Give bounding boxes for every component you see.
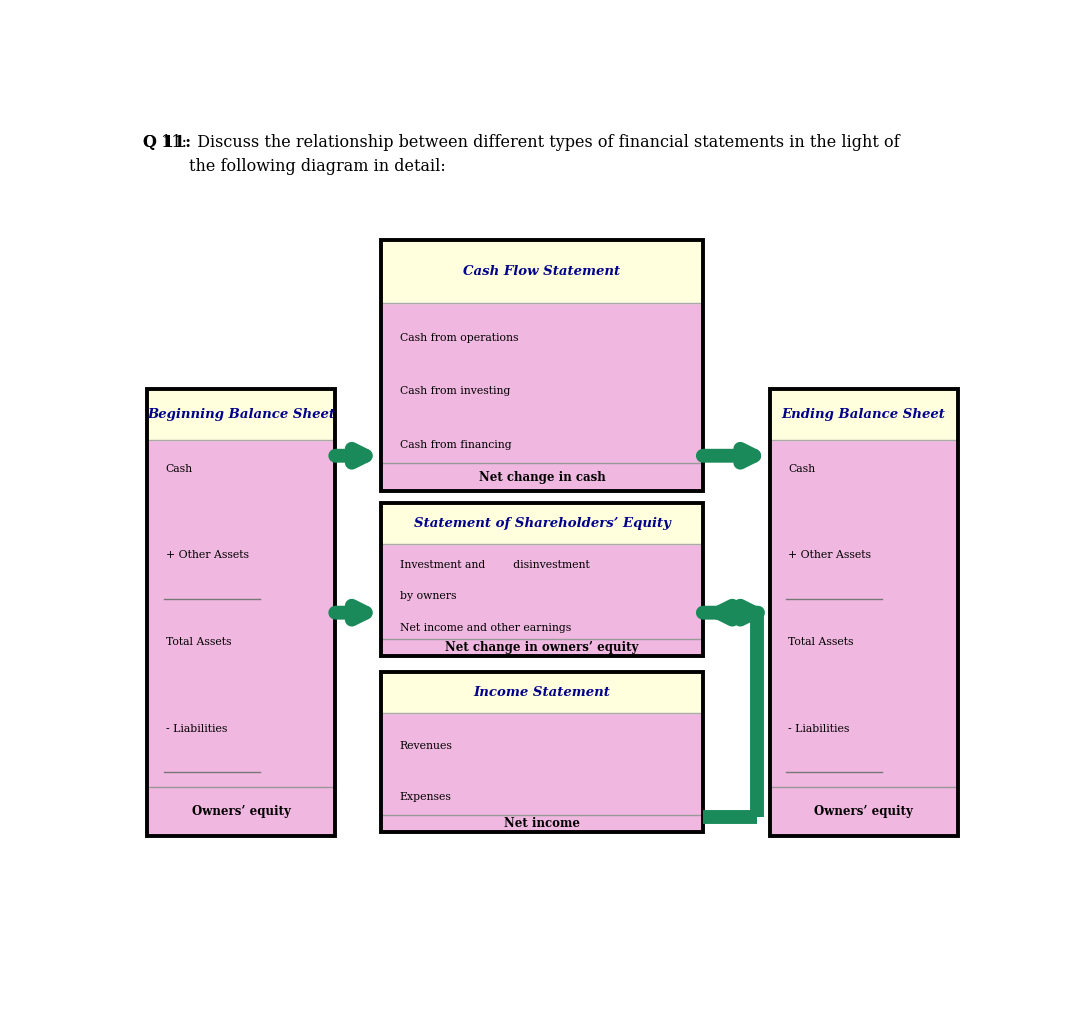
Text: + Other Assets: + Other Assets xyxy=(166,550,249,560)
Text: Cash from financing: Cash from financing xyxy=(400,439,511,449)
Bar xyxy=(382,240,703,491)
Text: Investment and        disinvestment: Investment and disinvestment xyxy=(400,559,590,570)
Text: + Other Assets: + Other Assets xyxy=(788,550,871,560)
Text: Net income: Net income xyxy=(505,817,580,830)
Text: Beginning Balance Sheet: Beginning Balance Sheet xyxy=(148,409,335,421)
Text: Q 11:  Discuss the relationship between different types of financial statements : Q 11: Discuss the relationship between d… xyxy=(143,135,900,151)
Text: Cash from investing: Cash from investing xyxy=(400,386,510,396)
Bar xyxy=(148,389,335,837)
Text: Statement of Shareholders’ Equity: Statement of Shareholders’ Equity xyxy=(414,517,671,530)
Text: Net change in cash: Net change in cash xyxy=(479,471,606,484)
Bar xyxy=(770,389,957,837)
Bar xyxy=(148,389,335,837)
Bar xyxy=(382,672,703,833)
Bar xyxy=(382,502,703,656)
Bar xyxy=(382,239,703,303)
Bar xyxy=(382,502,703,656)
Bar xyxy=(382,240,703,491)
Text: Ending Balance Sheet: Ending Balance Sheet xyxy=(782,409,945,421)
Text: Cash Flow Statement: Cash Flow Statement xyxy=(464,265,621,278)
Text: Expenses: Expenses xyxy=(400,792,452,802)
Text: Q 11:: Q 11: xyxy=(143,135,191,151)
Bar xyxy=(770,389,957,440)
Text: Owners’ equity: Owners’ equity xyxy=(814,805,913,818)
Bar xyxy=(382,672,703,833)
Text: Total Assets: Total Assets xyxy=(788,637,854,647)
Text: Income Statement: Income Statement xyxy=(473,686,610,699)
Text: Cash: Cash xyxy=(788,464,815,474)
Text: - Liabilities: - Liabilities xyxy=(166,723,227,734)
Text: Net change in owners’ equity: Net change in owners’ equity xyxy=(445,641,639,654)
Text: - Liabilities: - Liabilities xyxy=(788,723,849,734)
Text: Revenues: Revenues xyxy=(400,741,453,751)
Text: Net income and other earnings: Net income and other earnings xyxy=(400,623,571,633)
Text: Owners’ equity: Owners’ equity xyxy=(192,805,291,818)
Bar xyxy=(382,502,703,544)
Text: by owners: by owners xyxy=(400,591,456,601)
Text: Cash from operations: Cash from operations xyxy=(400,332,519,342)
Bar xyxy=(770,389,957,837)
Bar xyxy=(148,389,335,440)
Bar xyxy=(382,672,703,713)
Text: Total Assets: Total Assets xyxy=(166,637,231,647)
Text: Cash: Cash xyxy=(166,464,193,474)
Text: the following diagram in detail:: the following diagram in detail: xyxy=(189,158,446,174)
